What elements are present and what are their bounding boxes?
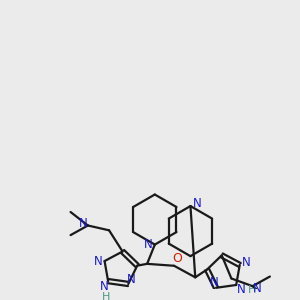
Text: H: H (102, 292, 110, 300)
Text: N: N (94, 255, 102, 268)
Text: N: N (100, 280, 109, 293)
Text: N: N (127, 273, 136, 286)
Text: N: N (79, 217, 88, 230)
Text: N: N (253, 282, 262, 295)
Text: O: O (172, 252, 182, 265)
Text: N: N (193, 197, 202, 210)
Text: H: H (248, 285, 256, 295)
Text: N: N (144, 238, 152, 251)
Text: N: N (210, 275, 218, 289)
Text: N: N (237, 283, 245, 296)
Text: N: N (242, 256, 251, 269)
